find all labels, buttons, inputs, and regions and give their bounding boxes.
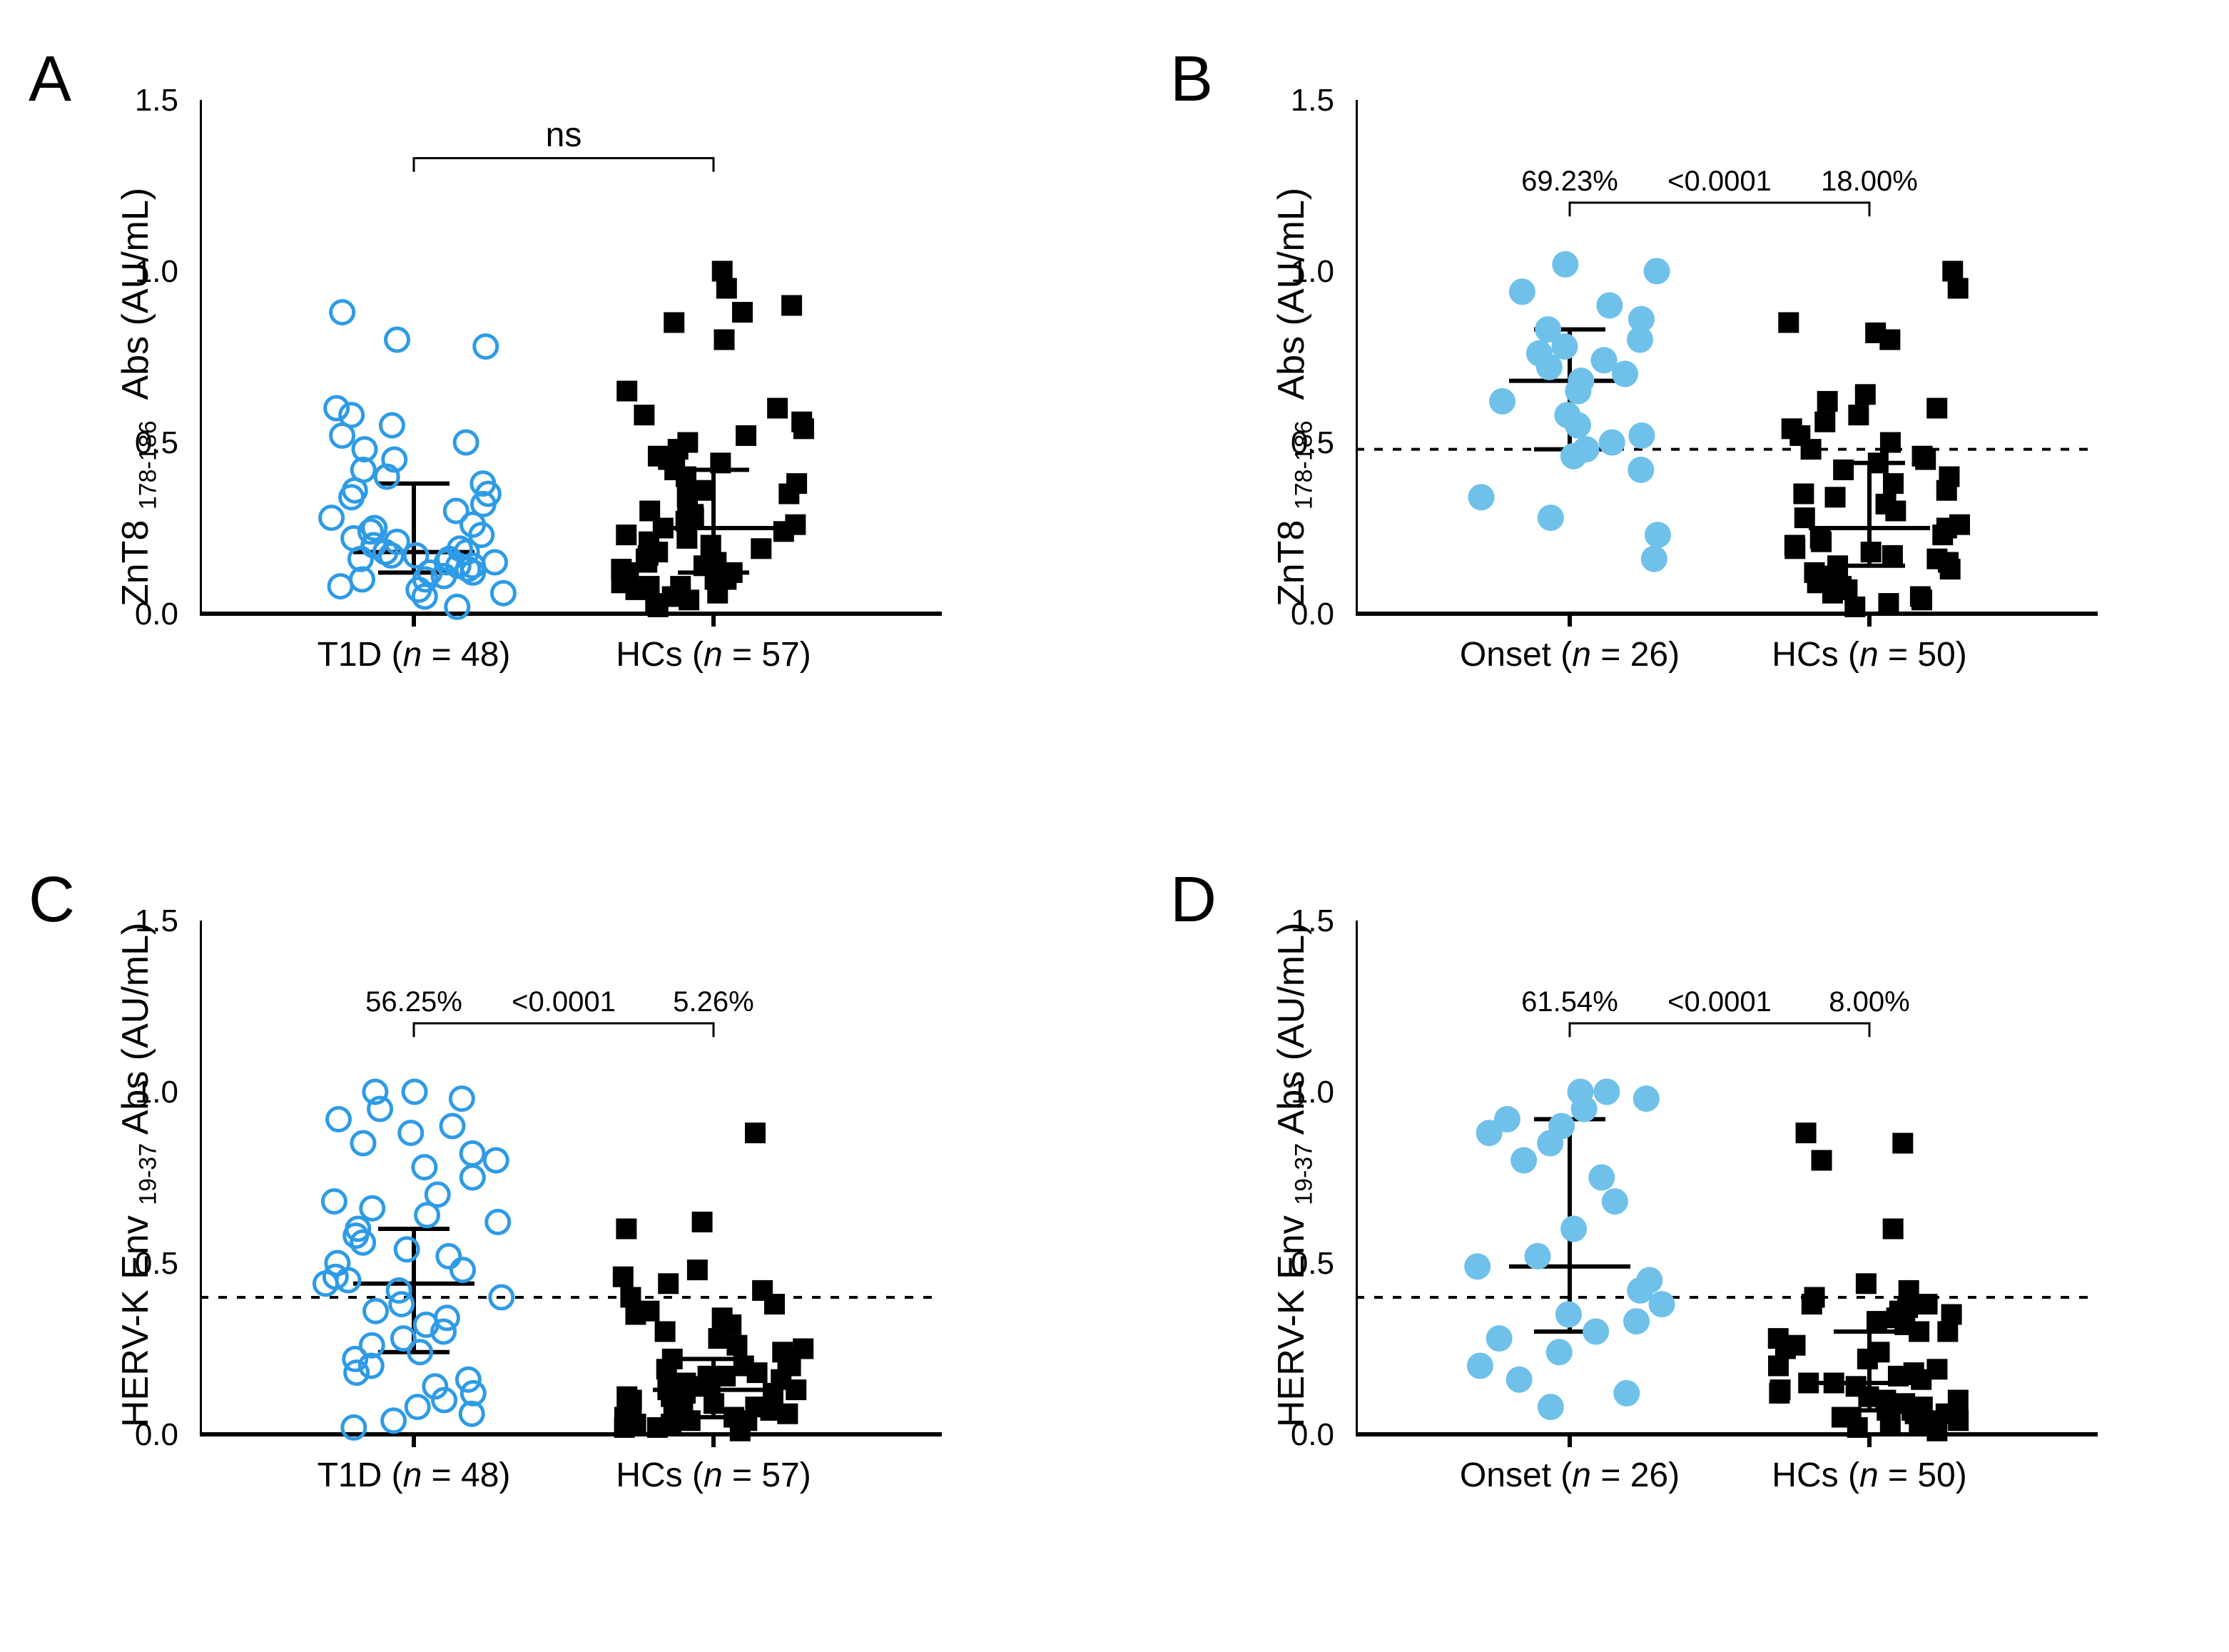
comparison-bracket: [1570, 203, 1869, 216]
data-points: [1470, 253, 1669, 570]
category-label: HCs (n = 50): [1727, 1456, 2012, 1495]
percent-right: 18.00%: [1791, 166, 1948, 198]
plot-svg-A: [200, 100, 942, 642]
comparison-pvalue: <0.0001: [478, 986, 649, 1018]
percent-left: 61.54%: [1491, 986, 1648, 1018]
comparison-bracket: [414, 158, 714, 172]
data-points: [611, 261, 814, 617]
y-tick-label: 0.5: [1277, 1246, 1334, 1282]
category-label: Onset (n = 26): [1427, 635, 1712, 674]
percent-left: 69.23%: [1491, 166, 1648, 198]
panel-label-B: B: [1170, 43, 1213, 116]
data-points: [314, 1080, 512, 1439]
comparison-pvalue: <0.0001: [1634, 986, 1805, 1018]
y-axis-label-C: HERV-K Env 19-37 Abs (AU/mL): [114, 923, 162, 1427]
comparison-bracket: [414, 1023, 714, 1037]
data-points: [320, 301, 515, 619]
y-tick-label: 1.0: [1277, 1075, 1334, 1110]
data-points: [613, 1123, 813, 1441]
category-label: HCs (n = 57): [571, 1456, 856, 1495]
y-tick-label: 0.0: [121, 597, 178, 632]
comparison-pvalue: ns: [478, 116, 649, 155]
y-tick-label: 0.0: [1277, 597, 1334, 632]
percent-right: 8.00%: [1791, 986, 1948, 1018]
category-label: HCs (n = 57): [571, 635, 856, 674]
data-points: [1779, 261, 1970, 617]
y-tick-label: 1.5: [1277, 83, 1334, 118]
figure-root: AZnT8 178-186 Abs (AU/mL)0.00.51.01.5nsT…: [0, 0, 2229, 1652]
y-tick-label: 0.0: [121, 1417, 178, 1453]
category-label: T1D (n = 48): [271, 635, 557, 674]
panel-label-D: D: [1170, 863, 1217, 937]
category-label: Onset (n = 26): [1427, 1456, 1712, 1495]
category-label: T1D (n = 48): [271, 1456, 557, 1495]
y-tick-label: 1.0: [121, 1075, 178, 1110]
plot-A: [200, 100, 942, 614]
comparison-bracket: [1570, 1023, 1869, 1037]
y-tick-label: 1.0: [1277, 254, 1334, 290]
comparison-pvalue: <0.0001: [1634, 166, 1805, 198]
y-axis-label-B: ZnT8 178-186 Abs (AU/mL): [1270, 188, 1318, 607]
category-label: HCs (n = 50): [1727, 635, 2012, 674]
y-tick-label: 0.0: [1277, 1417, 1334, 1453]
percent-right: 5.26%: [635, 986, 792, 1018]
y-tick-label: 0.5: [121, 425, 178, 461]
percent-left: 56.25%: [335, 986, 492, 1018]
y-axis-label-D: HERV-K Env 19-37 Abs (AU/mL): [1270, 923, 1318, 1427]
y-tick-label: 1.0: [121, 254, 178, 290]
y-axis-label-A: ZnT8 178-186 Abs (AU/mL): [114, 188, 162, 607]
y-tick-label: 1.5: [121, 83, 178, 118]
y-tick-label: 1.5: [1277, 903, 1334, 939]
y-tick-label: 0.5: [1277, 425, 1334, 461]
data-points: [1768, 1123, 1968, 1441]
y-tick-label: 0.5: [121, 1246, 178, 1282]
panel-label-C: C: [29, 863, 75, 937]
panel-label-A: A: [29, 43, 71, 116]
y-tick-label: 1.5: [121, 903, 178, 939]
